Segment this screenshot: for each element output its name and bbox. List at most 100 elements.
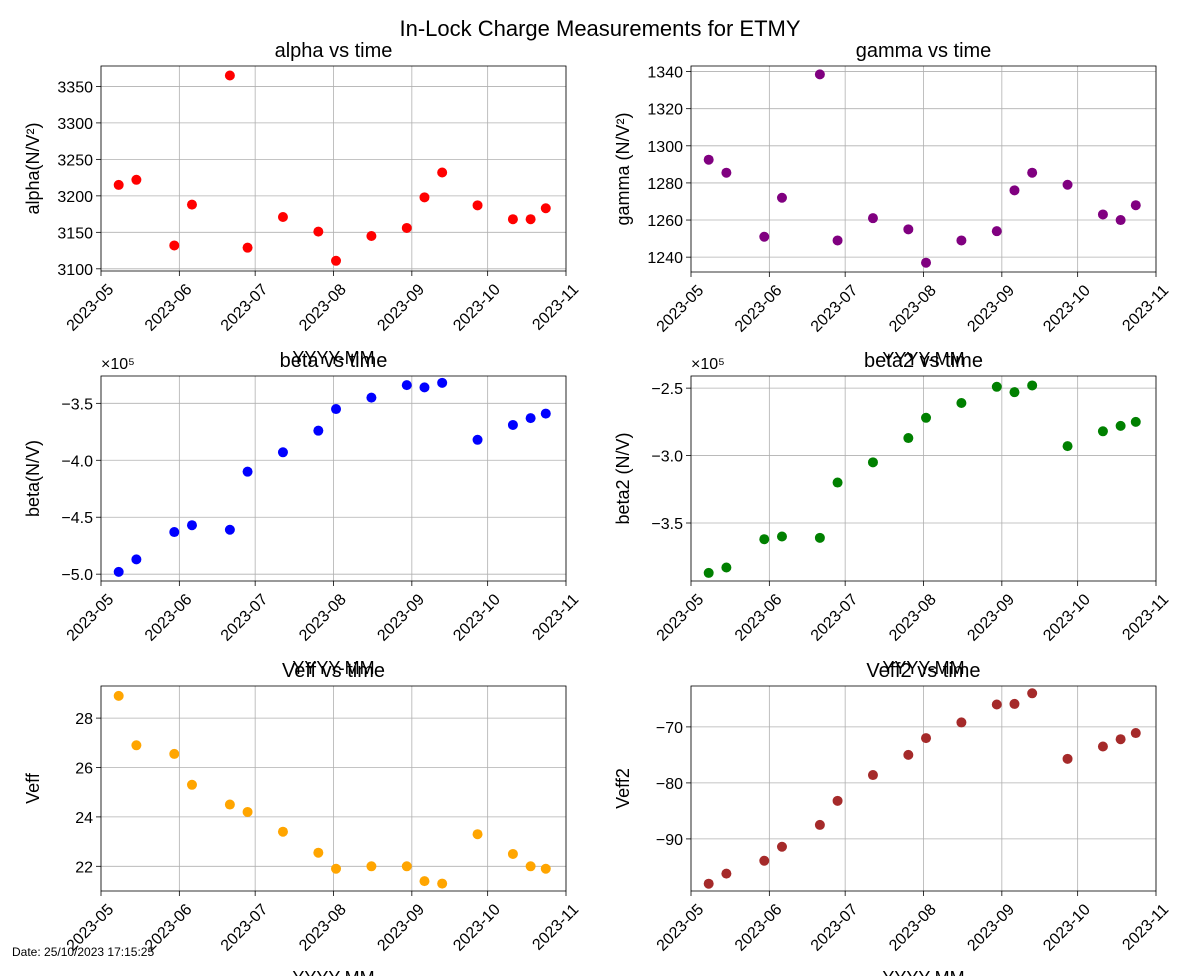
- x-tick-label: 2023-08: [296, 901, 350, 955]
- plot-frame: [690, 685, 1157, 892]
- data-point: [1097, 426, 1108, 437]
- x-tick-label: 2023-08: [886, 901, 940, 955]
- x-tick-label: 2023-07: [808, 591, 862, 645]
- y-tick-label: 1320: [647, 102, 683, 119]
- data-point: [956, 717, 967, 728]
- data-point: [921, 412, 932, 423]
- data-point: [703, 878, 714, 889]
- data-point: [366, 230, 377, 241]
- y-tick-label: 3300: [57, 116, 93, 133]
- y-tick-label: 28: [75, 711, 93, 728]
- data-point: [437, 167, 448, 178]
- data-point: [419, 876, 430, 887]
- data-point: [1115, 734, 1126, 745]
- data-point: [169, 527, 180, 538]
- data-point: [540, 408, 551, 419]
- subplots: 2023-05 2023-06 2023-07 2023-08 2023-09 2023-…: [23, 40, 1172, 976]
- data-point: [437, 878, 448, 889]
- data-point: [1009, 387, 1020, 398]
- x-tick-label: 2023-09: [964, 901, 1018, 955]
- data-point: [903, 749, 914, 760]
- data-point: [956, 235, 967, 246]
- data-point: [224, 70, 235, 81]
- data-point: [832, 477, 843, 488]
- data-point: [867, 213, 878, 224]
- y-tick-label: 3350: [57, 79, 93, 96]
- x-tick-label: 2023-09: [964, 591, 1018, 645]
- data-point: [776, 531, 787, 542]
- x-tick-label: 2023-05: [64, 591, 118, 645]
- x-axis-label: YYYY-MM: [882, 968, 964, 976]
- data-point: [113, 566, 124, 577]
- y-tick-label: −3.5: [651, 516, 683, 533]
- data-point: [540, 203, 551, 214]
- data-point: [242, 466, 253, 477]
- data-point: [131, 740, 142, 751]
- data-point: [366, 861, 377, 872]
- data-point: [921, 257, 932, 268]
- data-point: [186, 779, 197, 790]
- figure-suptitle: In-Lock Charge Measurements for ETMY: [399, 16, 800, 41]
- data-point: [1097, 741, 1108, 752]
- data-point: [507, 848, 518, 859]
- data-point: [721, 868, 732, 879]
- data-point: [956, 397, 967, 408]
- x-axis-label: YYYY-MM: [292, 968, 374, 976]
- data-point: [921, 733, 932, 744]
- x-axis-label: YYYY-MM: [882, 658, 964, 678]
- data-point: [472, 829, 483, 840]
- subplot-title: gamma vs time: [856, 40, 992, 62]
- data-point: [832, 235, 843, 246]
- data-point: [525, 413, 536, 424]
- data-point: [313, 226, 324, 237]
- x-tick-label: 2023-11: [529, 591, 582, 644]
- y-tick-label: −80: [656, 776, 683, 793]
- date-footer: Date: 25/10/2023 17:15:25: [12, 945, 154, 959]
- data-point: [242, 806, 253, 817]
- y-tick-label: 3100: [57, 262, 93, 279]
- subplot-6: 2023-05 2023-06 2023-07 2023-08 2023-09 2023-…: [613, 660, 1172, 976]
- data-point: [224, 524, 235, 535]
- y-offset-label: ×10⁵: [101, 356, 135, 373]
- x-tick-label: 2023-07: [808, 282, 862, 336]
- data-point: [401, 222, 412, 233]
- plot-frame: [100, 375, 567, 582]
- y-tick-label: −4.5: [61, 510, 93, 527]
- y-tick-label: 1240: [647, 250, 683, 267]
- data-point: [525, 861, 536, 872]
- x-tick-label: 2023-08: [886, 591, 940, 645]
- y-tick-label: −2.5: [651, 381, 683, 398]
- data-point: [277, 212, 288, 223]
- x-tick-label: 2023-05: [654, 901, 708, 955]
- y-tick-label: −70: [656, 720, 683, 737]
- y-offset-label: ×10⁵: [691, 356, 725, 373]
- y-tick-label: 1340: [647, 65, 683, 82]
- data-point: [366, 392, 377, 403]
- data-point: [169, 240, 180, 251]
- x-tick-label: 2023-09: [374, 281, 428, 335]
- y-tick-label: 24: [75, 810, 93, 827]
- x-tick-label: 2023-05: [654, 282, 708, 336]
- subplot-title: beta vs time: [280, 350, 388, 372]
- data-point: [437, 377, 448, 388]
- data-point: [867, 770, 878, 781]
- plot-frame: [100, 65, 567, 272]
- data-point: [169, 748, 180, 759]
- x-tick-label: 2023-06: [732, 282, 786, 336]
- data-point: [867, 457, 878, 468]
- data-point: [1009, 698, 1020, 709]
- data-point: [1115, 215, 1126, 226]
- data-point: [1130, 728, 1141, 739]
- data-point: [991, 699, 1002, 710]
- y-tick-label: 3150: [57, 225, 93, 242]
- data-point: [331, 404, 342, 415]
- x-tick-label: 2023-08: [886, 282, 940, 336]
- x-tick-label: 2023-11: [529, 901, 582, 954]
- x-tick-label: 2023-11: [529, 281, 582, 334]
- data-point: [1062, 441, 1073, 452]
- x-tick-label: 2023-07: [218, 281, 272, 335]
- x-tick-label: 2023-07: [218, 901, 272, 955]
- data-point: [1130, 200, 1141, 211]
- subplot-1: 2023-05 2023-06 2023-07 2023-08 2023-09 2023-…: [23, 40, 582, 368]
